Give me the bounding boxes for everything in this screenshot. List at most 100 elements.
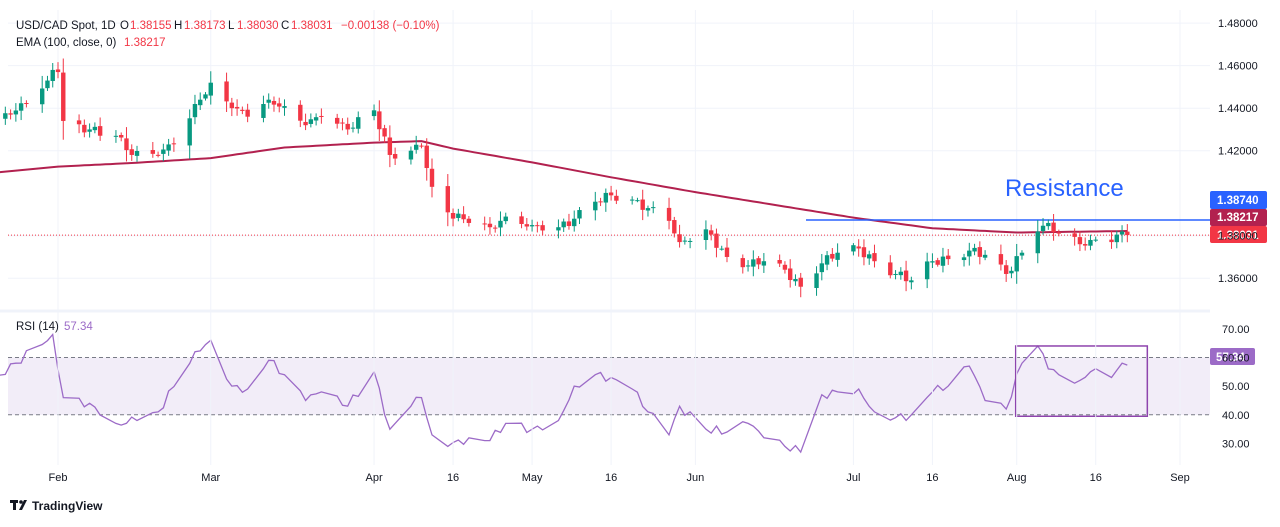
candle-body bbox=[640, 199, 645, 210]
candle-body bbox=[782, 264, 788, 270]
price-tag-last: 1.38031 bbox=[1210, 226, 1267, 243]
candle-body bbox=[1019, 252, 1025, 256]
candle-body bbox=[461, 214, 466, 220]
candle-body bbox=[577, 210, 582, 219]
time-axis-tick-label: 16 bbox=[926, 472, 938, 484]
candle-body bbox=[119, 134, 124, 138]
candle-body bbox=[824, 255, 830, 265]
candle-body bbox=[1093, 239, 1098, 241]
candle-body bbox=[271, 100, 277, 105]
candle-body bbox=[677, 234, 682, 243]
candle-body bbox=[556, 227, 561, 231]
candle-body bbox=[635, 200, 640, 202]
candle-body bbox=[50, 69, 55, 81]
candle-body bbox=[340, 122, 345, 124]
candle-body bbox=[540, 225, 545, 231]
candle-body bbox=[166, 144, 171, 151]
price-tag-rsi-text: 57.34 bbox=[1216, 352, 1245, 364]
rsi-highlight-box bbox=[1014, 345, 1149, 417]
tradingview-logo[interactable]: TradingView bbox=[10, 499, 103, 513]
candle-body bbox=[76, 120, 82, 125]
candle-body bbox=[466, 218, 472, 223]
candle-body bbox=[382, 128, 387, 137]
rsi-band bbox=[8, 357, 1210, 415]
price-axis-tick-label: 1.46000 bbox=[1218, 61, 1258, 73]
candle-body bbox=[714, 233, 719, 248]
candle-body bbox=[819, 263, 825, 273]
rsi-axis-tick-label: 50.00 bbox=[1222, 381, 1250, 393]
candle-body bbox=[266, 99, 271, 103]
candle-body bbox=[482, 223, 487, 225]
candle-body bbox=[150, 150, 156, 154]
candle-body bbox=[793, 278, 798, 282]
candle-body bbox=[756, 258, 761, 265]
time-axis-tick-label: Mar bbox=[201, 472, 220, 484]
candle-body bbox=[972, 247, 977, 252]
rsi-axis-tick-label: 60.00 bbox=[1222, 352, 1250, 364]
candle-body bbox=[345, 123, 350, 130]
candle-body bbox=[387, 137, 393, 155]
candle-body bbox=[603, 192, 609, 203]
candle-body bbox=[740, 258, 745, 268]
low-value: 1.38030 bbox=[237, 20, 279, 32]
candle-body bbox=[97, 126, 103, 136]
time-axis-tick-label: Apr bbox=[365, 472, 382, 484]
candle-body bbox=[198, 99, 203, 106]
resistance-annotation: Resistance bbox=[1005, 175, 1124, 202]
rsi-label: RSI (14) bbox=[16, 321, 59, 333]
ema-value: 1.38217 bbox=[124, 37, 166, 49]
candle-body bbox=[977, 247, 983, 257]
candle-body bbox=[1077, 237, 1083, 245]
candle-body bbox=[851, 245, 856, 252]
candle-body bbox=[1082, 244, 1088, 246]
candle-body bbox=[719, 248, 724, 250]
candle-body bbox=[814, 273, 819, 288]
candle-body bbox=[967, 250, 972, 257]
close-label: C bbox=[281, 20, 289, 32]
candle-body bbox=[282, 106, 287, 108]
candle-body bbox=[1109, 239, 1114, 243]
candle-body bbox=[708, 230, 714, 235]
candle-body bbox=[798, 277, 803, 287]
candle-body bbox=[672, 220, 677, 234]
candle-body bbox=[18, 103, 24, 111]
candle-body bbox=[277, 103, 282, 107]
price-tag-last-text: 1.38031 bbox=[1217, 230, 1259, 242]
candle-body bbox=[134, 151, 140, 156]
candle-body bbox=[308, 119, 314, 124]
candle-body bbox=[319, 115, 324, 117]
candle-body bbox=[129, 149, 134, 155]
high-value: 1.38173 bbox=[184, 20, 226, 32]
time-axis-tick-label: Sep bbox=[1170, 472, 1190, 484]
price-tag-rsi: 57.34 bbox=[1210, 348, 1255, 365]
candle-body bbox=[777, 260, 782, 264]
candle-body bbox=[703, 229, 709, 240]
tradingview-logo-text: TradingView bbox=[32, 499, 103, 513]
candle-body bbox=[903, 270, 909, 282]
candle-body bbox=[82, 124, 87, 133]
candle-body bbox=[1014, 256, 1019, 272]
candle-body bbox=[161, 149, 166, 154]
candle-body bbox=[961, 257, 967, 261]
price-axis-tick-label: 1.36000 bbox=[1218, 273, 1258, 285]
candle-body bbox=[113, 135, 119, 137]
candle-body bbox=[8, 113, 13, 115]
candle-body bbox=[171, 143, 177, 145]
candle-body bbox=[498, 220, 503, 228]
candle-body bbox=[935, 260, 940, 265]
ema-line bbox=[0, 140, 1128, 234]
rsi-line bbox=[0, 332, 1128, 454]
price-tag-resistance: 1.38740 bbox=[1210, 191, 1267, 209]
candle-body bbox=[861, 247, 867, 258]
candle-body bbox=[1119, 231, 1125, 235]
candle-body bbox=[524, 224, 530, 227]
candle-body bbox=[413, 144, 419, 150]
time-axis-tick-label: 16 bbox=[1090, 472, 1102, 484]
candle-body bbox=[909, 280, 914, 283]
candle-body bbox=[856, 246, 861, 249]
candle-body bbox=[503, 216, 508, 222]
candle-body bbox=[645, 208, 651, 211]
candle-body bbox=[224, 81, 229, 102]
